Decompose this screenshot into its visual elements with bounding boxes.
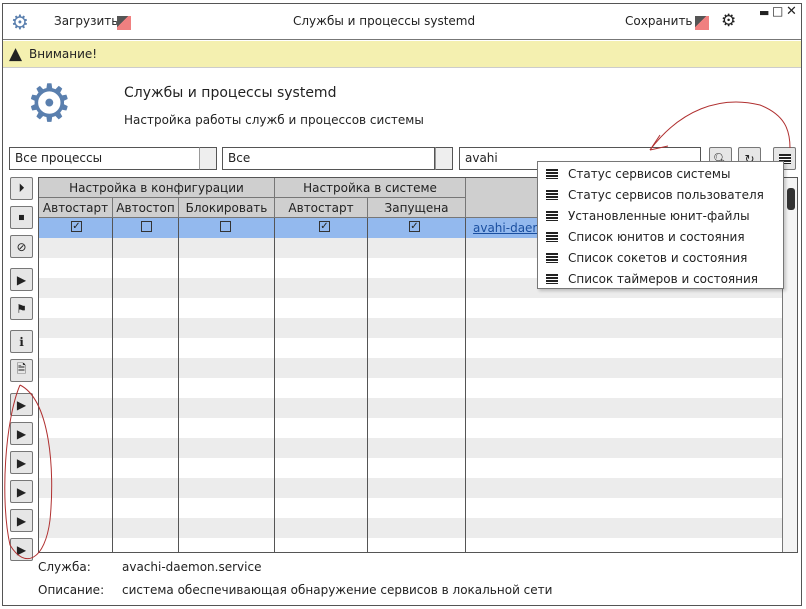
list-icon — [546, 189, 558, 200]
menu-item-label: Список сокетов и состояния — [568, 250, 748, 265]
header-gears-icon: ⚙ — [26, 74, 73, 134]
column-divider — [178, 218, 179, 552]
minimize-icon[interactable]: ▬ — [759, 6, 770, 19]
action-button-1[interactable]: ▶ — [10, 393, 33, 416]
list-icon — [546, 168, 558, 179]
table-row-empty — [39, 438, 782, 458]
header-title: Службы и процессы systemd — [124, 85, 337, 101]
autostart-system-checkbox[interactable]: ✓ — [319, 221, 330, 232]
column-header-autostop[interactable]: Автостоп — [113, 198, 179, 218]
run-button[interactable]: ▶ — [10, 268, 33, 291]
stop-button[interactable]: ⏹ — [10, 206, 33, 229]
menu-item-timers-list[interactable]: Список таймеров и состояния — [538, 268, 783, 289]
list-icon — [778, 153, 791, 164]
group-header-system: Настройка в системе — [275, 178, 466, 198]
title-bar: ⚙ Загрузить Службы и процессы systemd Со… — [3, 4, 801, 40]
start-button[interactable]: ⏵ — [10, 177, 33, 200]
table-row-empty — [39, 398, 782, 418]
table-row-empty — [39, 318, 782, 338]
table-row-empty — [39, 458, 782, 478]
save-dropdown-icon[interactable] — [695, 16, 709, 30]
action-button-5[interactable]: ▶ — [10, 509, 33, 532]
column-header-running[interactable]: Запущена — [368, 198, 466, 218]
scrollbar-thumb[interactable] — [787, 188, 795, 210]
menu-item-unit-files[interactable]: Установленные юнит-файлы — [538, 205, 783, 226]
header-subtitle: Настройка работы служб и процессов систе… — [124, 113, 424, 127]
list-icon — [546, 273, 558, 284]
table-row-empty — [39, 498, 782, 518]
group-header-config: Настройка в конфигурации — [39, 178, 275, 198]
list-icon — [546, 252, 558, 263]
table-row-empty — [39, 378, 782, 398]
column-divider — [274, 218, 275, 552]
action-button-4[interactable]: ▶ — [10, 480, 33, 503]
warning-bar: ▲ Внимание! — [3, 41, 801, 68]
warning-text: Внимание! — [29, 47, 98, 61]
action-button-6[interactable]: ▶ — [10, 538, 33, 561]
vertical-scrollbar[interactable] — [782, 178, 797, 552]
description-value: система обеспечивающая обнаружение серви… — [122, 583, 553, 597]
process-filter-dropdown-icon[interactable] — [199, 147, 217, 170]
column-header-autostart-config[interactable]: Автостарт — [39, 198, 113, 218]
table-row-empty — [39, 358, 782, 378]
menu-item-label: Статус сервисов пользователя — [568, 187, 764, 202]
list-icon — [546, 231, 558, 242]
column-divider — [465, 218, 466, 552]
process-filter-select[interactable]: Все процессы — [9, 147, 200, 170]
action-button-2[interactable]: ▶ — [10, 422, 33, 445]
load-dropdown-icon[interactable] — [117, 16, 131, 30]
running-checkbox[interactable]: ✓ — [409, 221, 420, 232]
disable-button[interactable]: ⊘ — [10, 235, 33, 258]
list-dropdown-menu: Статус сервисов системы Статус сервисов … — [537, 161, 784, 289]
column-header-autostart-system[interactable]: Автостарт — [275, 198, 368, 218]
info-button[interactable]: ℹ — [10, 330, 33, 353]
table-row-empty — [39, 298, 782, 318]
menu-item-system-services-status[interactable]: Статус сервисов системы — [538, 163, 783, 184]
menu-item-user-services-status[interactable]: Статус сервисов пользователя — [538, 184, 783, 205]
service-value: avachi-daemon.service — [122, 560, 262, 574]
state-filter-dropdown-icon[interactable] — [435, 147, 453, 170]
table-row-empty — [39, 538, 782, 552]
menu-item-label: Установленные юнит-файлы — [568, 208, 750, 223]
column-header-block[interactable]: Блокировать — [179, 198, 275, 218]
flag-button[interactable]: ⚑ — [10, 297, 33, 320]
description-label: Описание: — [38, 583, 105, 597]
warning-icon: ▲ — [9, 44, 23, 64]
menu-item-label: Список таймеров и состояния — [568, 271, 759, 286]
column-divider — [112, 218, 113, 552]
list-icon — [546, 210, 558, 221]
settings-gear-icon[interactable]: ⚙ — [721, 11, 737, 31]
save-button[interactable]: Сохранить — [625, 14, 693, 28]
close-icon[interactable]: ✕ — [786, 4, 797, 19]
load-button[interactable]: Загрузить — [54, 14, 119, 28]
document-button[interactable]: 🗎 — [10, 359, 33, 382]
column-divider — [367, 218, 368, 552]
state-filter-select[interactable]: Все — [222, 147, 435, 170]
autostop-checkbox[interactable] — [141, 221, 152, 232]
window-title: Службы и процессы systemd — [293, 14, 476, 28]
block-checkbox[interactable] — [220, 221, 231, 232]
action-button-3[interactable]: ▶ — [10, 451, 33, 474]
menu-item-label: Список юнитов и состояния — [568, 229, 745, 244]
app-gear-icon: ⚙ — [11, 10, 29, 34]
table-row-empty — [39, 338, 782, 358]
menu-item-units-list[interactable]: Список юнитов и состояния — [538, 226, 783, 247]
maximize-icon[interactable]: □ — [772, 4, 784, 18]
table-row-empty — [39, 418, 782, 438]
menu-item-label: Статус сервисов системы — [568, 166, 731, 181]
menu-item-sockets-list[interactable]: Список сокетов и состояния — [538, 247, 783, 268]
table-row-empty — [39, 478, 782, 498]
table-row-empty — [39, 518, 782, 538]
autostart-config-checkbox[interactable]: ✓ — [71, 221, 82, 232]
service-label: Служба: — [38, 560, 91, 574]
